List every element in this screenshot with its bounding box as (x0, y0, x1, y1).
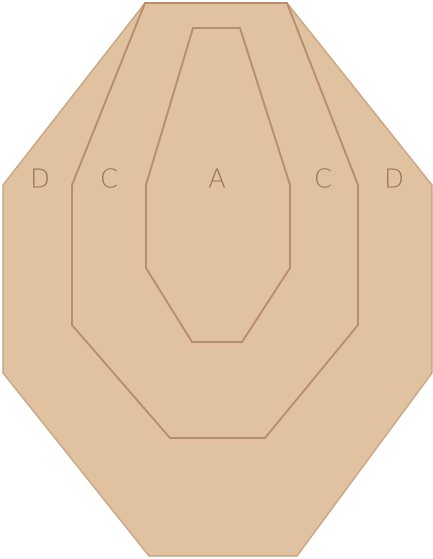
zone-label-a-center: A (208, 165, 226, 195)
target-c-zone-boundary (71, 1, 359, 439)
zone-label-d-right: D (384, 165, 404, 195)
zone-label-d-left: D (30, 165, 50, 195)
target-a-zone-boundary (145, 27, 291, 343)
zone-label-c-right: C (314, 165, 332, 195)
zone-label-c-left: C (100, 165, 118, 195)
